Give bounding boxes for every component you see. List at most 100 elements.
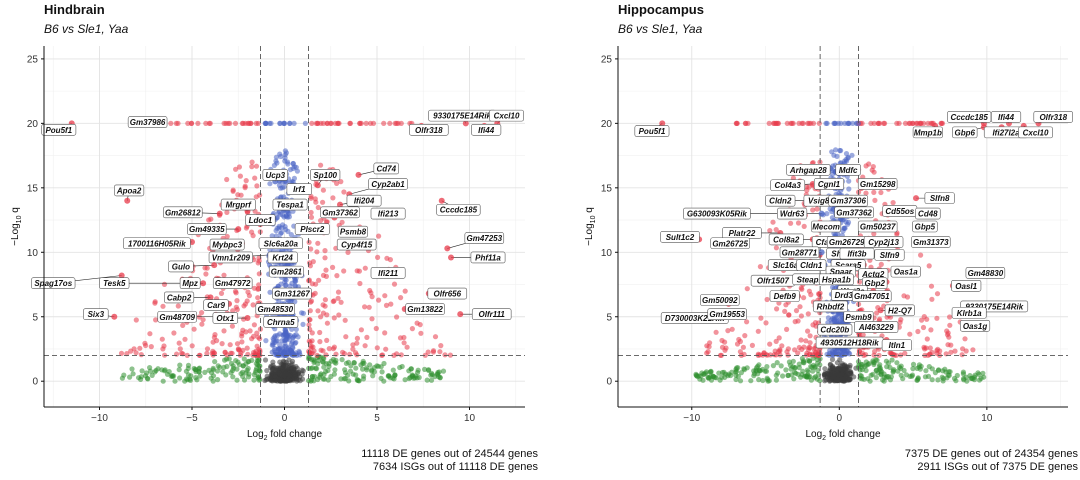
point-sig [430,348,437,354]
point-q [299,310,305,316]
point-q [271,347,277,354]
x-tick-label: −10 [91,413,108,424]
point-sig [234,298,240,304]
point-q [839,350,845,356]
gene-label: Gm47051 [854,292,890,301]
point-sig [307,308,313,314]
point-fc [726,371,732,377]
point-sig [221,272,227,278]
point-fc [804,367,810,373]
point-sig [354,340,360,346]
point-sig [707,340,713,346]
gene-label-box [179,277,201,290]
gene-label-box [163,206,203,219]
point-capped [816,120,822,126]
point-q [280,222,286,228]
gene-label-box [346,194,382,207]
gene-label: Gm15298 [860,180,896,189]
point-sig [313,281,319,287]
point-fc [185,372,192,378]
point-sig [243,178,249,184]
point-sig [180,322,186,328]
point-sig [133,317,139,323]
point-fc [192,366,198,373]
point-sig [383,302,390,308]
point-fc [800,368,806,374]
point-capped [907,120,913,126]
point-sig [318,347,324,353]
point-q [280,332,286,338]
point-fc [780,373,786,379]
point-ns [821,372,827,378]
y-tick-label: 15 [601,183,613,194]
x-tick-label: 10 [981,413,993,424]
gene-label: Psmb8 [340,228,367,237]
point-sig [324,337,330,343]
x-tick-label: 5 [374,413,380,424]
point-sig [876,352,882,358]
gene-label-box [770,179,806,192]
gene-label: Irf1 [293,185,306,194]
gene-label-box [1033,111,1073,123]
gene-label: Col8a2 [773,235,800,244]
gene-label-box [405,303,445,315]
point-fc [370,373,376,379]
point-fc [810,368,816,374]
point-sig [744,286,750,292]
point-sig [338,299,344,305]
point-sig [322,255,328,261]
gene-label-box [267,251,298,264]
point-fc [884,364,890,370]
point-q [288,299,294,305]
point-sig [137,345,143,351]
x-tick-label: −10 [683,413,700,424]
gene-label: Cccdc185 [950,113,988,122]
gene-label: Slc6a20a [264,239,299,248]
point-capped [313,120,319,126]
point-q [288,232,294,238]
point-fc [867,378,873,384]
point-capped [742,120,748,126]
y-tick-label: 20 [601,119,613,130]
gene-label: 1700116H05Rik [128,239,186,248]
point-sig [245,289,251,295]
point-fc [353,365,359,371]
point-fc [753,365,760,371]
point-fc [788,366,794,372]
point-sig [341,189,347,195]
point-fc [428,377,435,383]
point-fc [230,374,236,380]
point-sig [391,352,397,358]
point-sig [807,340,813,346]
gene-label-box [212,277,253,290]
point-sig [241,303,247,309]
point-q [288,347,294,354]
point-sig [856,348,862,354]
point-sig [872,348,878,355]
point-sig [320,272,327,278]
point-fc [361,360,367,366]
point-sig [307,260,313,266]
footnote-de-genes: 11118 DE genes out of 24544 genes [361,448,538,460]
point-capped [223,120,229,126]
point-sig [764,296,770,303]
point-fc [338,376,344,382]
point-capped [838,120,844,126]
gene-label: Klrb1a [957,309,982,318]
point-fc [196,365,203,371]
point-sig [224,176,230,183]
point-sig [341,351,348,357]
point-sig [773,227,779,233]
footnote-de-genes: 7375 DE genes out of 24354 genes [904,448,1078,460]
point-sig [230,188,236,194]
point-sig [199,321,205,327]
point-sig [177,346,183,352]
gene-label-box [245,214,276,226]
point-labelled [200,280,207,287]
point-sig [317,329,323,336]
gene-label-box [912,220,938,233]
gene-label-box [710,237,750,250]
gene-label-box [817,323,853,336]
point-sig [251,285,258,291]
point-ns [262,357,269,363]
